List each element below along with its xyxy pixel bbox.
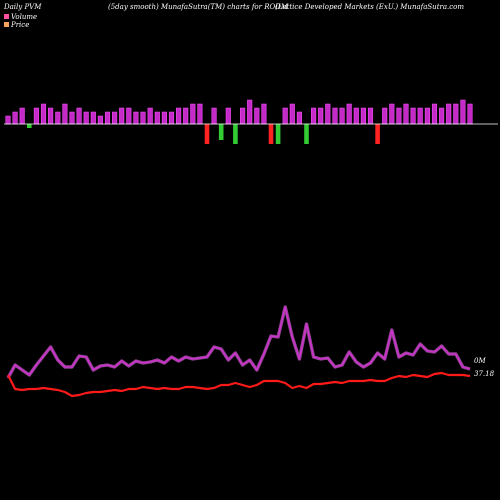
pvm-bar xyxy=(19,107,25,125)
pvm-bar xyxy=(83,111,89,125)
pvm-bar xyxy=(410,107,416,125)
pvm-bar xyxy=(254,107,260,125)
pvm-bar xyxy=(147,107,153,125)
pvm-bar xyxy=(5,115,11,125)
pvm-bar xyxy=(439,107,445,125)
volume-last-label: 0M xyxy=(474,357,486,365)
pvm-bar xyxy=(62,103,68,125)
pvm-bar xyxy=(197,103,203,125)
pvm-bar xyxy=(417,107,423,125)
pvm-bars xyxy=(5,99,473,144)
pvm-bar xyxy=(403,103,409,125)
pvm-bar xyxy=(104,111,111,125)
pvm-bar xyxy=(126,107,132,125)
pvm-bar xyxy=(40,103,47,125)
legend-label-price: Price xyxy=(10,21,29,29)
pvm-bar xyxy=(90,111,96,125)
pvm-bar xyxy=(12,111,18,125)
chart-title-right: (Lattice Developed Markets (ExU.) Munafa… xyxy=(275,3,464,11)
pvm-bar xyxy=(119,107,125,125)
pvm-bar xyxy=(346,103,352,125)
pvm-bar xyxy=(204,124,210,144)
pvm-bar xyxy=(268,124,274,144)
pvm-bar xyxy=(360,107,366,125)
price-line xyxy=(7,371,471,398)
pvm-bar xyxy=(76,107,82,125)
pvm-bar xyxy=(168,111,175,125)
pvm-bar xyxy=(453,103,459,125)
pvm-bar xyxy=(233,124,238,144)
pvm-bar xyxy=(211,107,217,125)
pvm-bar xyxy=(140,111,146,125)
pvm-bar xyxy=(27,124,32,128)
pvm-bar xyxy=(467,103,473,125)
pvm-bar xyxy=(48,107,54,125)
pvm-bar xyxy=(112,111,118,125)
pvm-bar xyxy=(55,111,61,125)
pvm-bar xyxy=(282,107,288,125)
pvm-bar xyxy=(275,124,281,144)
pvm-bar xyxy=(225,107,231,125)
pvm-bar xyxy=(183,107,189,125)
pvm-bar xyxy=(97,115,103,125)
pvm-bar xyxy=(375,124,380,144)
pvm-bar xyxy=(296,111,302,125)
chart-title-left: Daily PVM xyxy=(3,3,42,11)
pvm-bar xyxy=(325,103,331,125)
pvm-bar xyxy=(289,103,295,125)
pvm-bar xyxy=(133,111,139,125)
chart-title-center: (5day smooth) MunafaSutra(TM) charts for… xyxy=(108,3,289,11)
pvm-bar xyxy=(446,103,452,125)
pvm-bar xyxy=(218,124,224,140)
pvm-bar xyxy=(154,111,160,125)
pvm-bar xyxy=(460,99,466,125)
legend-swatch-price xyxy=(4,22,9,27)
pvm-bar xyxy=(304,124,309,144)
pvm-bar xyxy=(424,107,430,125)
pvm-bar xyxy=(247,99,253,125)
volume-line xyxy=(7,306,471,379)
pvm-bar xyxy=(382,107,388,125)
pvm-bar xyxy=(318,107,324,125)
pvm-bar xyxy=(240,107,246,125)
pvm-bar xyxy=(367,107,374,125)
volume-line-glow xyxy=(6,305,471,379)
pvm-bar xyxy=(332,107,338,125)
pvm-bar xyxy=(33,107,39,125)
pvm-bar xyxy=(176,107,182,125)
pvm-bar xyxy=(190,103,196,125)
pvm-bar xyxy=(396,107,402,125)
pvm-bar xyxy=(161,111,167,125)
pvm-bar xyxy=(311,107,317,125)
pvm-bar xyxy=(69,111,75,125)
pvm-bar xyxy=(389,103,395,125)
legend-swatch-volume xyxy=(4,14,9,19)
pvm-bar xyxy=(261,103,267,125)
price-last-label: 37.18 xyxy=(474,370,495,378)
legend-label-volume: Volume xyxy=(11,13,37,21)
pvm-bar xyxy=(431,103,438,125)
pvm-bar xyxy=(353,107,359,125)
pvm-bar xyxy=(339,107,345,125)
